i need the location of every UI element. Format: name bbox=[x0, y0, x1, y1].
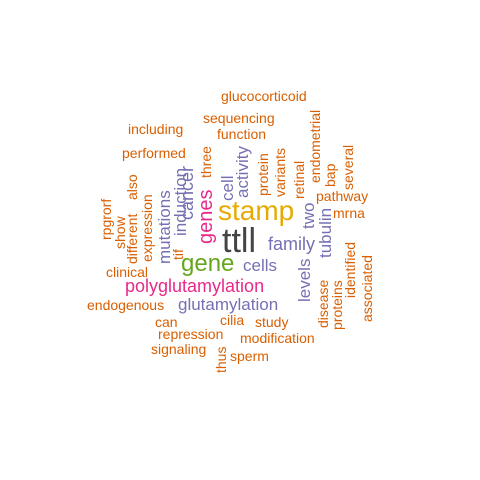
word-study: study bbox=[255, 314, 289, 330]
word-bap: bap bbox=[322, 163, 338, 187]
word-thus: thus bbox=[213, 346, 229, 373]
word-also: also bbox=[124, 174, 140, 200]
word-endometrial: endometrial bbox=[307, 109, 323, 183]
word-retinal: retinal bbox=[291, 160, 307, 199]
word-mrna: mrna bbox=[333, 205, 365, 221]
word-sequencing: sequencing bbox=[203, 110, 275, 126]
word-clinical: clinical bbox=[106, 264, 149, 280]
word-levels: levels bbox=[295, 258, 314, 302]
word-glucocorticoid: glucocorticoid bbox=[221, 88, 307, 104]
word-ttll: ttll bbox=[222, 222, 256, 260]
word-polyglutamylation: polyglutamylation bbox=[125, 276, 265, 296]
word-two: two bbox=[299, 202, 318, 229]
word-performed: performed bbox=[122, 145, 186, 161]
word-identified: identified bbox=[342, 241, 358, 298]
word-sperm: sperm bbox=[230, 348, 269, 364]
word-rpgrorf: rpgrorf bbox=[98, 198, 114, 240]
word-variants: variants bbox=[272, 147, 288, 197]
word-disease: disease bbox=[315, 279, 331, 328]
word-cancer: cancer bbox=[177, 165, 197, 220]
word-cells: cells bbox=[243, 256, 278, 275]
word-activity: activity bbox=[233, 146, 252, 198]
word-stamp: stamp bbox=[218, 195, 295, 226]
word-proteins: proteins bbox=[329, 280, 345, 330]
word-signaling: signaling bbox=[151, 341, 207, 357]
word-repression: repression bbox=[158, 326, 224, 342]
word-protein: protein bbox=[255, 153, 271, 196]
word-expression: expression bbox=[139, 194, 155, 262]
word-tubulin: tubulin bbox=[316, 207, 335, 258]
word-endogenous: endogenous bbox=[87, 297, 165, 313]
word-family: family bbox=[268, 234, 316, 254]
word-genes: genes bbox=[195, 189, 217, 245]
word-cilia: cilia bbox=[220, 312, 245, 328]
word-associated: associated bbox=[359, 255, 375, 322]
word-several: several bbox=[340, 144, 356, 190]
word-glutamylation: glutamylation bbox=[178, 295, 279, 314]
word-modification: modification bbox=[240, 330, 315, 346]
word-gene: gene bbox=[181, 250, 235, 277]
word-pathway: pathway bbox=[316, 188, 369, 204]
word-function: function bbox=[217, 126, 267, 142]
word-including: including bbox=[128, 121, 184, 137]
word-can: can bbox=[155, 314, 178, 330]
word-three: three bbox=[198, 146, 214, 178]
word-different: different bbox=[124, 213, 140, 264]
